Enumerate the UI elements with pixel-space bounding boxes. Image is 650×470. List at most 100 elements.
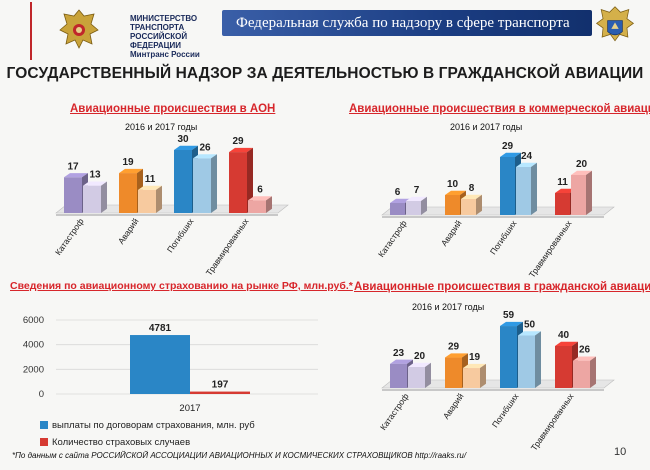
bar-2017-top xyxy=(83,181,107,186)
category-label: Катастроф xyxy=(53,216,86,257)
bar-2016-top xyxy=(174,145,198,150)
data-label: 19 xyxy=(469,352,481,363)
y-tick-label: 6000 xyxy=(23,315,44,326)
bar-2016 xyxy=(229,152,247,213)
bar-2016 xyxy=(445,195,460,215)
bar-2016 xyxy=(390,363,407,388)
bar-2017-top xyxy=(516,162,537,167)
data-label: 29 xyxy=(232,136,244,147)
bar-2017 xyxy=(516,167,531,215)
agency-banner-text: Федеральная служба по надзору в сфере тр… xyxy=(236,15,570,31)
bar-2016 xyxy=(390,203,405,215)
chart-title-commercial: Авиационные происшествия в коммерческой … xyxy=(349,103,650,115)
bar-2017-top xyxy=(406,196,427,201)
legend-swatch-red xyxy=(40,438,48,446)
agency-emblem-icon xyxy=(595,6,635,42)
ministry-line: Минтранс России xyxy=(130,50,200,59)
page-title: ГОСУДАРСТВЕННЫЙ НАДЗОР ЗА ДЕЯТЕЛЬНОСТЬЮ … xyxy=(6,65,644,82)
data-label: 10 xyxy=(447,179,459,190)
bar-2017-side xyxy=(101,181,107,213)
page-number: 10 xyxy=(614,446,627,458)
chart-subtitle-civil: 2016 и 2017 годы xyxy=(412,302,485,312)
data-label: 11 xyxy=(557,177,568,188)
data-label: 197 xyxy=(212,380,229,391)
data-label: 19 xyxy=(122,157,134,168)
ministry-emblem-icon xyxy=(59,9,99,49)
legend-label: выплаты по договорам страхования, млн. р… xyxy=(52,420,255,431)
bar-2017-top xyxy=(193,154,217,159)
data-label: 26 xyxy=(199,142,211,153)
data-label: 4781 xyxy=(149,323,172,334)
y-tick-label: 0 xyxy=(39,389,44,400)
data-label: 26 xyxy=(579,345,591,356)
data-label: 23 xyxy=(393,348,405,359)
category-label: Погибших xyxy=(165,216,196,255)
bar-2017-top xyxy=(138,185,162,190)
data-label: 6 xyxy=(257,184,263,195)
bar-2016 xyxy=(500,326,517,388)
bar-2017-side xyxy=(425,362,431,388)
bar-2017-top xyxy=(461,194,482,199)
chart-subtitle-aon: 2016 и 2017 годы xyxy=(125,122,198,132)
bar-2016-top xyxy=(64,173,88,178)
data-label: 24 xyxy=(521,151,533,162)
chart-subtitle-commercial: 2016 и 2017 годы xyxy=(450,122,523,132)
bar-2016-top xyxy=(119,168,143,174)
header-divider xyxy=(30,2,32,60)
bar-2016 xyxy=(174,150,192,213)
y-tick-label: 2000 xyxy=(23,364,44,375)
bar-2017 xyxy=(83,185,101,213)
data-label: 29 xyxy=(502,141,514,152)
bar-2017-side xyxy=(156,185,162,213)
bar-2016-top xyxy=(555,188,576,193)
data-label: 17 xyxy=(67,161,79,172)
y-tick-label: 4000 xyxy=(23,340,44,351)
bar-2016-top xyxy=(500,321,523,327)
bar-2017 xyxy=(461,199,476,215)
bar-2016 xyxy=(500,157,515,215)
bar-2017 xyxy=(138,189,156,213)
category-label: Аварий xyxy=(116,216,141,246)
bar-2017-side xyxy=(480,363,486,388)
chart-title-civil: Авиационные происшествия в гражданской а… xyxy=(354,281,650,293)
bar-2016-top xyxy=(500,152,521,157)
bar-2017 xyxy=(573,360,590,388)
bar-2017 xyxy=(408,367,425,388)
data-label: 6 xyxy=(395,187,401,198)
bar-2017 xyxy=(248,200,266,213)
header: МИНИСТЕРСТВО ТРАНСПОРТА РОССИЙСКОЙ ФЕДЕР… xyxy=(0,0,650,60)
bar-2017-top xyxy=(248,196,272,201)
category-label: Травмированных xyxy=(527,218,574,280)
category-label: Травмированных xyxy=(529,391,576,453)
category-label: Катастроф xyxy=(378,391,411,432)
bar-2016-top xyxy=(229,147,253,153)
bar-2016 xyxy=(445,357,462,388)
data-label: 13 xyxy=(89,170,101,181)
bar-2016-top xyxy=(390,359,413,364)
bar-payments xyxy=(130,335,190,394)
chart-title-insurance: Сведения по авиационному страхованию на … xyxy=(10,280,353,292)
bar-2016-side xyxy=(247,147,253,213)
bar-cases xyxy=(190,391,250,394)
bar-2017-side xyxy=(590,356,596,388)
data-label: 40 xyxy=(558,330,570,341)
bar-2017-side xyxy=(586,170,592,215)
bar-2017-top xyxy=(518,331,541,336)
agency-banner: Федеральная служба по надзору в сфере тр… xyxy=(222,10,592,36)
bar-2016 xyxy=(64,177,82,213)
bar-2016 xyxy=(119,173,137,213)
category-label: Травмированных xyxy=(204,216,251,278)
data-label: 29 xyxy=(448,342,460,353)
data-label: 50 xyxy=(524,320,536,331)
data-label: 11 xyxy=(145,174,156,185)
category-label: Аварий xyxy=(439,218,464,248)
bar-2017-side xyxy=(421,196,427,215)
category-label: Погибших xyxy=(490,391,521,430)
ministry-line: МИНИСТЕРСТВО ТРАНСПОРТА xyxy=(130,14,198,32)
bar-2017-side xyxy=(266,196,272,213)
bar-2016-top xyxy=(390,198,411,203)
legend-label: Количество страховых случаев xyxy=(52,437,191,448)
chart-title-aon: Авиационные происшествия в АОН xyxy=(70,103,276,115)
data-label: 7 xyxy=(414,185,420,196)
